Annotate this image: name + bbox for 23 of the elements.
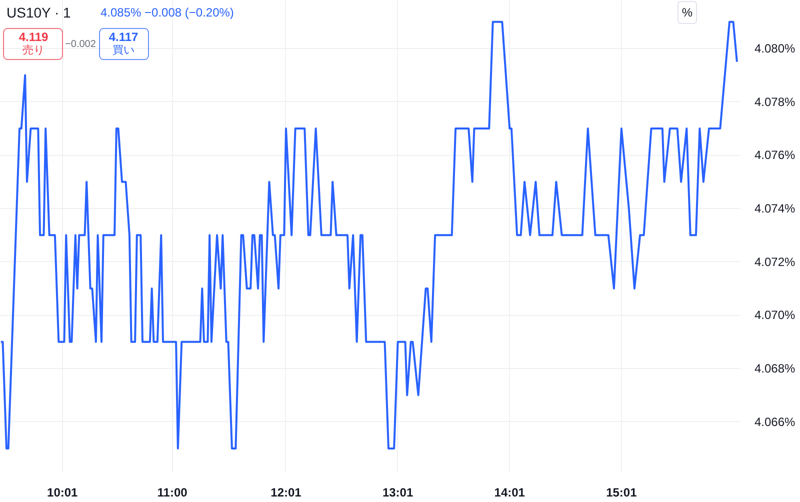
x-tick-label: 10:01 <box>47 486 78 500</box>
line-series <box>0 20 738 450</box>
x-tick-label: 14:01 <box>494 486 526 500</box>
x-tick-label: 13:01 <box>382 486 414 500</box>
x-tick-label: 11:00 <box>157 486 188 500</box>
y-tick-label: 4.078% <box>754 94 796 109</box>
annotation: 4.085% −0.008 (−0.20%) <box>100 6 234 20</box>
annotation: 4.117 <box>108 30 139 44</box>
annotation: 4.119 <box>18 30 49 44</box>
y-axis-title: % <box>682 6 693 20</box>
annotation: −0.002 <box>65 39 96 50</box>
y-tick-label: 4.080% <box>754 42 796 56</box>
annotation: 買い <box>112 44 134 56</box>
annotation: 売り <box>22 44 44 56</box>
y-tick-label: 4.076% <box>754 148 796 162</box>
chart-title: US10Y · 1 <box>6 4 72 20</box>
y-tick-label: 4.066% <box>754 414 796 429</box>
y-tick-label: 4.070% <box>754 308 796 322</box>
x-tick-label: 15:01 <box>606 486 638 500</box>
y-tick-label: 4.074% <box>754 202 796 216</box>
x-tick-label: 12:01 <box>270 486 302 500</box>
y-tick-label: 4.072% <box>754 254 796 269</box>
y-tick-label: 4.068% <box>754 362 796 376</box>
